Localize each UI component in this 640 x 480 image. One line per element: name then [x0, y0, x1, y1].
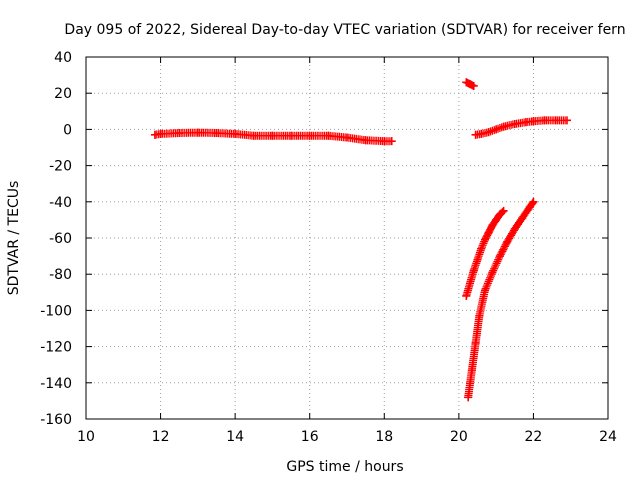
chart-title: Day 095 of 2022, Sidereal Day-to-day VTE… [64, 22, 625, 38]
data-point [477, 244, 486, 253]
data-point [471, 338, 480, 347]
data-point [466, 279, 475, 288]
data-point [499, 122, 508, 131]
data-point [287, 131, 296, 140]
data-point [150, 130, 159, 139]
x-tick-label: 22 [525, 429, 543, 445]
data-point [484, 228, 493, 237]
data-point [305, 131, 314, 140]
data-point [469, 266, 478, 275]
data-point [480, 286, 489, 295]
data-point [529, 197, 538, 206]
data-point [518, 214, 527, 223]
data-point [193, 128, 202, 137]
series-segment-short [462, 78, 478, 90]
data-point [343, 133, 351, 142]
data-point [521, 118, 530, 127]
data-point [562, 116, 571, 125]
data-point [175, 129, 184, 138]
series-markers [464, 199, 537, 402]
y-tick-label: -80 [49, 267, 72, 283]
data-point [473, 255, 482, 264]
y-tick-label: -40 [49, 195, 72, 211]
data-point [471, 130, 480, 139]
data-point [551, 116, 560, 125]
data-point [477, 129, 486, 138]
data-point [492, 215, 501, 224]
series-arc-2 [464, 197, 538, 402]
y-tick-label: -20 [49, 159, 72, 175]
data-point [249, 131, 258, 140]
y-tick-label: -160 [40, 412, 72, 428]
grid-lines [86, 57, 608, 419]
x-tick-label: 16 [301, 429, 319, 445]
x-tick-label: 12 [152, 429, 170, 445]
data-point [495, 210, 504, 219]
x-tick-label: 20 [450, 429, 468, 445]
data-point [540, 116, 549, 125]
series-arc-1 [462, 206, 508, 300]
y-tick-label: 20 [54, 86, 72, 102]
x-tick-label: 14 [226, 429, 244, 445]
data-series [150, 78, 571, 402]
series-segment-late [471, 116, 571, 139]
data-point [529, 117, 538, 126]
data-point [231, 129, 240, 138]
series-segment-day [150, 128, 396, 146]
data-point [488, 221, 497, 230]
data-point [467, 366, 476, 375]
y-tick-label: -120 [40, 340, 72, 356]
data-point [499, 206, 508, 215]
y-axis-label: SDTVAR / TECUs [6, 181, 22, 296]
data-point [475, 311, 484, 320]
data-point [510, 119, 519, 128]
data-point [380, 137, 389, 146]
x-tick-label: 24 [599, 429, 617, 445]
x-tick-label: 18 [375, 429, 393, 445]
y-tick-label: -100 [40, 303, 72, 319]
data-point [464, 393, 473, 402]
x-axis-label: GPS time / hours [286, 459, 403, 475]
data-point [156, 129, 165, 138]
data-point [495, 252, 504, 261]
y-tick-label: 40 [54, 50, 72, 66]
y-tick-label: -60 [49, 231, 72, 247]
data-point [466, 80, 475, 89]
data-point [510, 224, 519, 233]
x-tick-label: 10 [77, 429, 95, 445]
data-point [361, 136, 370, 145]
y-tick-label: 0 [63, 122, 72, 138]
data-point [503, 237, 512, 246]
axes: 10 12 14 16 18 20 22 24 40 20 0 -20 -40 -60 -80 -100 -12… [40, 50, 617, 445]
data-point [484, 128, 493, 137]
data-point [268, 131, 277, 140]
data-point [462, 291, 471, 300]
data-point [387, 137, 396, 146]
data-point [462, 78, 471, 87]
y-tick-label: -140 [40, 376, 72, 392]
data-point [324, 131, 333, 140]
data-point [212, 129, 221, 138]
data-point [492, 125, 501, 134]
data-point [480, 235, 489, 244]
data-point [525, 203, 534, 212]
data-point [488, 268, 497, 277]
data-point [469, 81, 478, 90]
